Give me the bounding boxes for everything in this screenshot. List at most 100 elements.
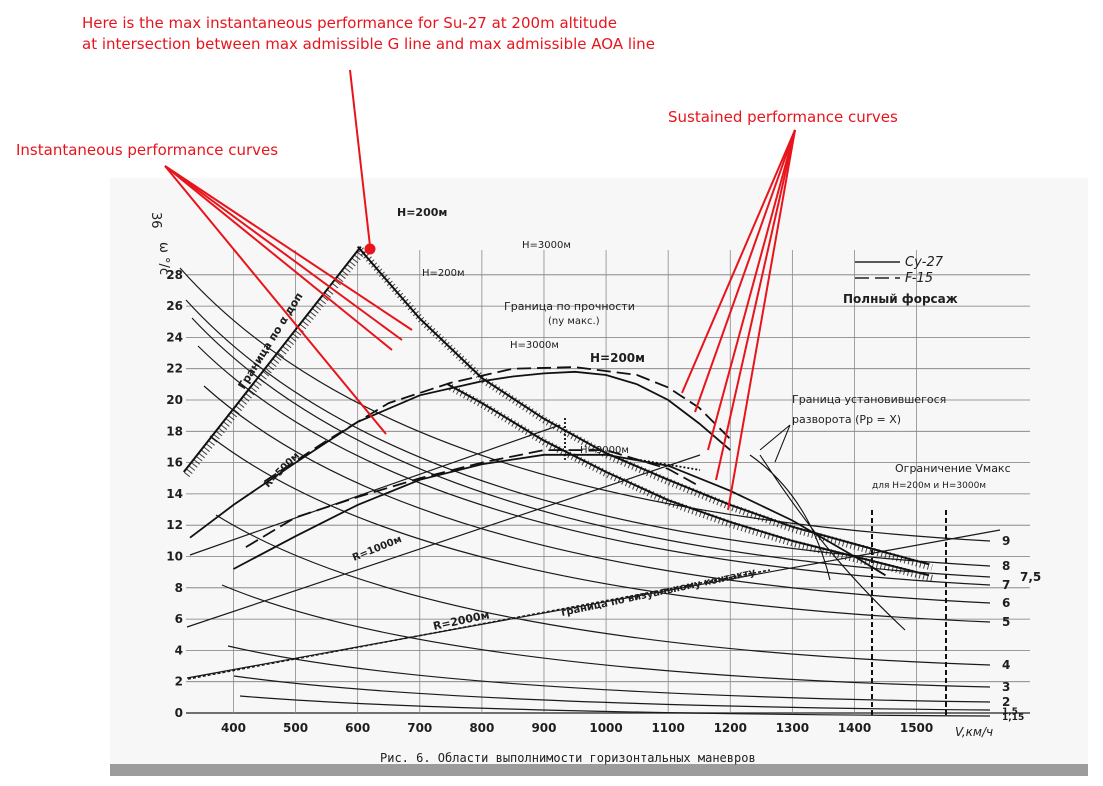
g-load-curve xyxy=(203,385,991,604)
sustained-label-leaders xyxy=(759,424,791,463)
y-tick-label: 8 xyxy=(175,581,183,595)
legend: Су-27 F-15 Полный форсаж xyxy=(843,255,958,306)
g-load-label: 1,15 xyxy=(1002,713,1024,723)
y-tick-label: 16 xyxy=(166,456,183,470)
x-tick-label: 600 xyxy=(345,721,370,735)
label-alt-5: H=200м xyxy=(590,351,645,365)
annotation-arrows xyxy=(164,69,796,511)
x-tick-label: 1500 xyxy=(900,721,933,735)
x-tick-label: 1200 xyxy=(714,721,747,735)
g-load-label: 1,5 xyxy=(1002,707,1018,717)
g-load-label: 3 xyxy=(1002,680,1010,694)
scan-bottom-shadow xyxy=(110,764,1088,776)
arrow-sustained xyxy=(727,129,796,511)
figure-caption: Рис. 6. Области выполнимости горизонталь… xyxy=(380,751,756,765)
g-load-label: 8 xyxy=(1002,559,1010,573)
page-number: 36 xyxy=(148,212,163,229)
sustained-series xyxy=(189,366,886,577)
x-tick-label: 400 xyxy=(221,721,246,735)
arrow-sustained xyxy=(694,129,796,413)
subtitle-full-afterburner: Полный форсаж xyxy=(843,292,958,306)
g-load-label: 9 xyxy=(1002,534,1010,548)
g-load-label: 7,5 xyxy=(1020,570,1041,584)
arrow-sustained xyxy=(681,129,796,394)
g-load-curve xyxy=(191,317,991,578)
y-tick-label: 6 xyxy=(175,612,183,626)
radius-lines xyxy=(186,424,1001,680)
y-tick-label: 22 xyxy=(166,362,183,376)
y-tick-label: 28 xyxy=(166,268,183,282)
y-tick-label: 2 xyxy=(175,675,183,689)
y-tick-label: 14 xyxy=(166,487,183,501)
y-tick-label: 18 xyxy=(166,424,183,438)
arrow-instantaneous xyxy=(164,165,387,435)
y-tick-label: 24 xyxy=(166,330,183,344)
x-tick-label: 500 xyxy=(283,721,308,735)
g-load-label: 7 xyxy=(1002,578,1010,592)
x-tick-label: 900 xyxy=(531,721,556,735)
arrow-max-instantaneous xyxy=(349,69,371,247)
label-vmax-2: для H=200м и H=3000м xyxy=(872,481,986,491)
annotation-top-line-2: at intersection between max admissible G… xyxy=(82,35,655,53)
legend-f15: F-15 xyxy=(905,271,933,286)
series-27-2 xyxy=(233,453,886,577)
x-tick-label: 1300 xyxy=(776,721,809,735)
strength-limit-200-hatch xyxy=(358,247,933,571)
y-tick-label: 12 xyxy=(166,518,183,532)
x-tick-label: 1000 xyxy=(589,721,622,735)
strength-limit-3000 xyxy=(447,383,930,577)
series-27-0 xyxy=(189,370,731,539)
y-tick-label: 0 xyxy=(175,706,183,720)
x-tick-label: 1100 xyxy=(651,721,684,735)
legend-su27: Су-27 xyxy=(905,255,944,270)
g-load-curve xyxy=(239,695,991,717)
annotation-instantaneous: Instantaneous performance curves xyxy=(16,141,279,159)
g-load-curve xyxy=(227,645,991,703)
label-strength-limit-2: (nу макс.) xyxy=(548,316,600,327)
label-alt-4: H=3000м xyxy=(510,340,559,351)
g-load-label: 2 xyxy=(1002,695,1010,709)
visual-contact-line xyxy=(187,569,771,680)
g-load-curve xyxy=(221,584,991,688)
arrow-sustained xyxy=(707,129,796,451)
y-tick-label: 4 xyxy=(175,643,183,657)
grid xyxy=(186,250,1030,714)
arrow-sustained xyxy=(715,129,796,481)
g-load-label: 4 xyxy=(1002,658,1010,672)
annotation-top-line-1: Here is the max instantaneous performanc… xyxy=(82,14,617,32)
g-load-curve xyxy=(197,345,991,586)
y-tick-label: 26 xyxy=(166,299,183,313)
radius-line xyxy=(189,424,561,556)
annotation-sustained: Sustained performance curves xyxy=(668,108,898,126)
marker-max-instantaneous xyxy=(364,243,376,255)
x-tick-label: 700 xyxy=(407,721,432,735)
y-tick-label: 10 xyxy=(166,550,183,564)
label-alt-1: H=200м xyxy=(397,206,447,219)
aoa-limit-line xyxy=(183,245,362,473)
g-load-curve xyxy=(215,514,991,666)
g-load-label: 6 xyxy=(1002,596,1010,610)
arrow-instantaneous xyxy=(164,165,403,341)
series-F15-1 xyxy=(264,366,731,483)
arrow-instantaneous xyxy=(164,165,413,331)
g-load-curve xyxy=(209,435,991,623)
label-alt-2: H=3000м xyxy=(522,240,571,251)
g-load-label: 5 xyxy=(1002,615,1010,629)
y-tick-label: 20 xyxy=(166,393,183,407)
radius-line xyxy=(186,454,701,628)
label-vmax-1: Ограничение Vмакс xyxy=(895,462,1011,475)
x-axis-label: V,км/ч xyxy=(955,725,993,739)
label-strength-limit-1: Граница по прочности xyxy=(504,300,635,313)
arrow-instantaneous xyxy=(164,165,393,351)
annotation-max-instantaneous: Here is the max instantaneous performanc… xyxy=(82,13,655,55)
g-load-curve xyxy=(233,675,991,711)
label-alt-3: H=200м xyxy=(422,268,465,279)
x-tick-label: 800 xyxy=(469,721,494,735)
label-alt-6: H=3000м xyxy=(580,445,629,456)
x-tick-label: 1400 xyxy=(838,721,871,735)
label-sustained-limit-2: разворота (Pр = X) xyxy=(792,413,901,426)
label-sustained-limit-1: Граница установившегося xyxy=(792,393,946,406)
series-F15-3 xyxy=(245,449,700,548)
